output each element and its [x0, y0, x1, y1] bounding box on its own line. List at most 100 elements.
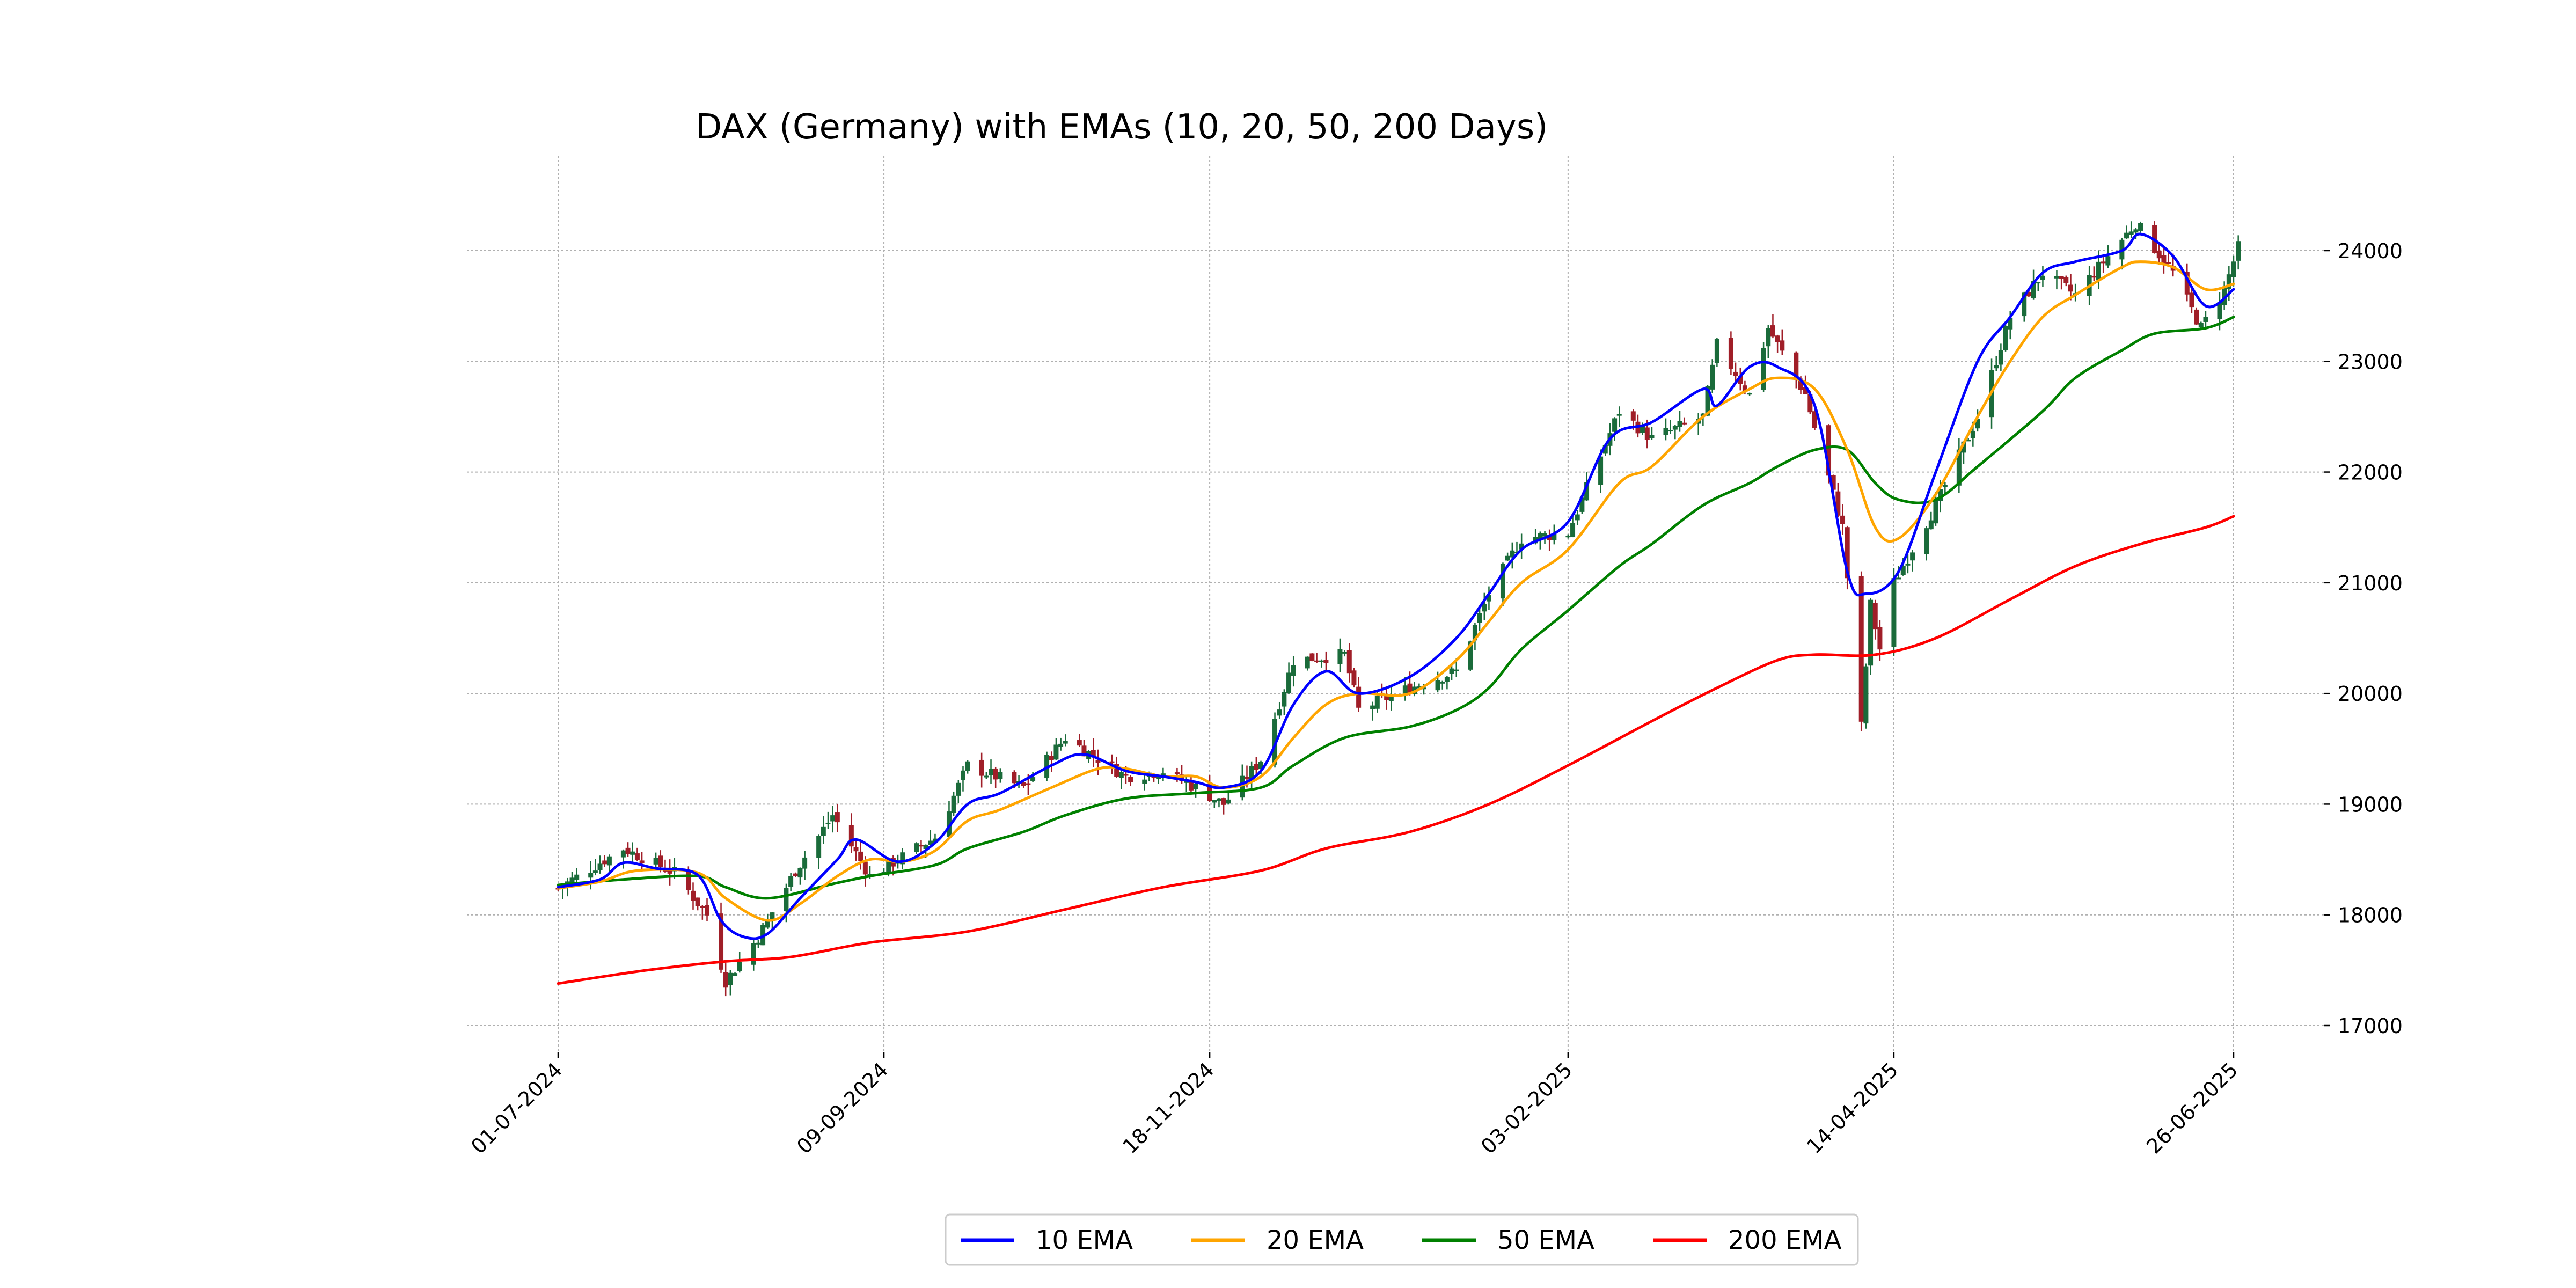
candle-body: [1156, 777, 1161, 779]
candle-body: [979, 759, 984, 776]
y-tick-label: 24000: [2338, 239, 2403, 263]
candle-body: [770, 912, 775, 920]
candle-body: [1123, 774, 1129, 776]
candle-body: [793, 873, 798, 876]
candle-body: [606, 856, 612, 866]
candle-body: [1468, 641, 1473, 670]
candle-body: [1928, 520, 1934, 530]
candle-body: [634, 853, 640, 860]
candle-body: [928, 840, 933, 845]
candle-body: [2236, 241, 2241, 261]
candle-body: [1342, 652, 1348, 654]
candle-body: [1291, 665, 1296, 676]
candle-body: [2091, 276, 2097, 278]
candle-body: [965, 761, 970, 771]
candle-body: [1538, 533, 1543, 540]
candle-body: [1826, 425, 1832, 476]
candle-body: [1309, 653, 1315, 661]
y-tick-label: 21000: [2338, 572, 2403, 595]
candle-body: [1552, 533, 1557, 540]
candle-body: [1160, 773, 1166, 775]
candle-body: [1812, 411, 1817, 428]
candle-body: [2031, 281, 2036, 298]
candle-body: [1742, 385, 1747, 391]
candle-body: [1421, 687, 1426, 690]
candle-body: [1910, 552, 1915, 561]
candle-body: [1081, 745, 1087, 757]
candle-body: [2156, 250, 2162, 259]
candle-body: [1956, 449, 1962, 486]
chart-title: DAX (Germany) with EMAs (10, 20, 50, 200…: [696, 107, 1548, 147]
candle-body: [797, 868, 803, 878]
candle-body: [653, 858, 658, 865]
series-layer: [557, 232, 2235, 985]
candle-body: [1630, 411, 1636, 421]
candle-body: [602, 860, 608, 865]
candle-body: [816, 836, 822, 858]
candle-body: [1942, 485, 1948, 487]
candle-body: [1710, 364, 1715, 390]
candle-body: [1649, 435, 1655, 438]
candle-body: [1444, 677, 1450, 682]
x-tick-label: 09-09-2024: [792, 1058, 892, 1158]
candle-body: [1747, 393, 1752, 395]
candle-body: [2096, 261, 2102, 280]
candle-body: [592, 870, 598, 873]
candle-body: [1282, 692, 1287, 707]
candle-body: [1961, 441, 1966, 453]
candle-body: [1254, 764, 1259, 770]
candle-body: [1505, 555, 1510, 561]
candle-body: [1663, 428, 1668, 435]
candle-body: [1728, 338, 1733, 369]
candle-body: [998, 772, 1003, 779]
candle-body: [1221, 798, 1226, 805]
candle-body: [690, 890, 696, 901]
ema-line-10: [557, 232, 2235, 940]
candle-body: [1454, 669, 1459, 671]
legend-label: 20 EMA: [1267, 1225, 1364, 1255]
candle-body: [1998, 350, 2003, 365]
candle-body: [1761, 347, 1766, 390]
candle-body: [788, 876, 794, 887]
candle-body: [1374, 696, 1380, 709]
candle-body: [1970, 430, 1975, 438]
candle-body: [835, 812, 840, 823]
axis-layer: 17000 18000 19000 20000 21000 22000 23000 24000…: [466, 239, 2403, 1159]
candle-body: [1519, 543, 1524, 550]
candle-body: [1249, 766, 1254, 780]
candlestick-layer: [555, 221, 2241, 997]
candle-body: [2101, 261, 2106, 264]
legend: 10 EMA 20 EMA 50 EMA 200 EMA: [945, 1213, 1859, 1266]
x-tick-label: 18-11-2024: [1118, 1058, 1218, 1158]
candle-body: [686, 870, 691, 890]
candle-body: [946, 811, 952, 837]
ema-line-50: [557, 316, 2235, 900]
candle-body: [1193, 784, 1198, 789]
candle-body: [2054, 276, 2059, 279]
legend-box: [945, 1213, 1859, 1266]
candle-body: [825, 822, 831, 824]
candle-body: [2128, 231, 2134, 235]
candle-body: [1845, 527, 1850, 579]
candle-body: [1077, 740, 1082, 746]
y-tick-label: 17000: [2338, 1014, 2403, 1038]
candle-body: [1095, 759, 1101, 763]
candle-body: [1114, 764, 1119, 777]
candle-body: [900, 852, 905, 865]
candle-body: [1542, 533, 1548, 537]
candle-body: [1863, 666, 1869, 724]
candle-body: [1351, 670, 1357, 686]
candle-body: [1188, 781, 1194, 791]
candle-body: [2189, 292, 2194, 308]
candle-body: [1021, 782, 1026, 786]
candle-body: [1486, 595, 1491, 602]
candle-body: [989, 769, 994, 775]
candle-body: [1780, 340, 1785, 351]
candle-body: [1598, 456, 1604, 485]
candle-body: [1891, 578, 1897, 647]
candle-body: [1584, 482, 1590, 501]
candle-body: [1370, 705, 1375, 709]
candle-body: [914, 843, 919, 852]
candle-body: [1705, 386, 1710, 416]
